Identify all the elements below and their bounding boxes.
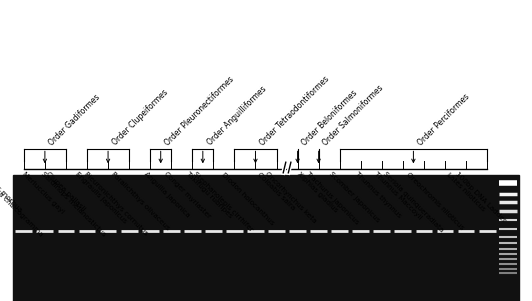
Text: Stephanolepis cirrhifer: Stephanolepis cirrhifer xyxy=(193,171,254,233)
Text: Oreochromis niloticus: Oreochromis niloticus xyxy=(405,171,465,231)
Text: Lates niloticus: Lates niloticus xyxy=(445,171,486,212)
Text: Scomber japonicus: Scomber japonicus xyxy=(328,171,381,224)
Text: Pleuronichthys cornutus: Pleuronichthys cornutus xyxy=(84,171,149,237)
Text: Gadus morhua: Gadus morhua xyxy=(0,171,23,213)
Bar xyxy=(13,175,519,301)
Text: Order Anguilliformes: Order Anguilliformes xyxy=(205,85,268,147)
Text: Order Perciformes: Order Perciformes xyxy=(416,92,471,147)
Text: Clupea pallasii: Clupea pallasii xyxy=(45,171,86,212)
Text: Diodon holocanthus: Diodon holocanthus xyxy=(221,171,276,226)
Text: Paralichthys olivaceus: Paralichthys olivaceus xyxy=(110,171,170,231)
Text: Trachurus japonicus: Trachurus japonicus xyxy=(305,171,360,226)
Text: Engraulis japonicus: Engraulis japonicus xyxy=(74,171,128,225)
Text: Seriola quinqueradiata: Seriola quinqueradiata xyxy=(381,171,444,233)
Text: Conger myriaster: Conger myriaster xyxy=(163,171,212,220)
Text: Order Tetraodontiformes: Order Tetraodontiformes xyxy=(258,75,331,147)
Text: Coloabis saira: Coloabis saira xyxy=(257,171,296,211)
Text: Merluccius gayi: Merluccius gayi xyxy=(21,171,65,215)
Text: Theragra chalcogramma: Theragra chalcogramma xyxy=(0,171,44,238)
Text: Order Salmoniformes: Order Salmoniformes xyxy=(321,83,385,147)
Text: Sardinops melanostictus: Sardinops melanostictus xyxy=(40,171,107,238)
Text: Thunnus thynnus: Thunnus thynnus xyxy=(354,171,402,219)
Text: Oncorhynchus keta: Oncorhynchus keta xyxy=(264,171,318,224)
Text: 100bp DNA Ladder: 100bp DNA Ladder xyxy=(454,171,507,224)
Text: Order Beloniformes: Order Beloniformes xyxy=(300,88,359,147)
Text: Order Clupeiformes: Order Clupeiformes xyxy=(111,88,170,147)
Text: Order Gadiformes: Order Gadiformes xyxy=(47,93,102,147)
Text: Takifugu rubripes: Takifugu rubripes xyxy=(185,171,234,219)
Text: Anguilla japonica: Anguilla japonica xyxy=(144,171,191,219)
Text: Xiphias gladius: Xiphias gladius xyxy=(296,171,339,214)
Text: Order Pleuronectiformes: Order Pleuronectiformes xyxy=(163,75,236,147)
Text: Thunnus Maccoyii: Thunnus Maccoyii xyxy=(373,171,423,221)
